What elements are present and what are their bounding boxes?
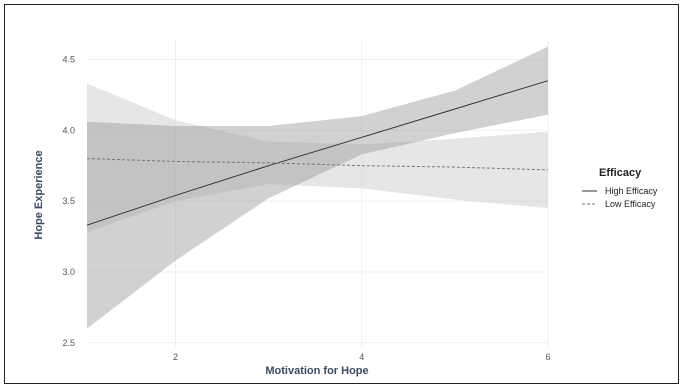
confidence-band-high-efficacy bbox=[87, 46, 548, 329]
y-tick-label: 3.5 bbox=[62, 196, 75, 206]
legend: Efficacy High Efficacy Low Efficacy bbox=[582, 167, 658, 209]
y-tick-label: 3.0 bbox=[62, 267, 75, 277]
x-tick-label: 2 bbox=[173, 352, 178, 362]
legend-label-high-efficacy: High Efficacy bbox=[605, 186, 658, 196]
legend-title: Efficacy bbox=[599, 167, 642, 179]
confidence-bands bbox=[87, 46, 548, 329]
y-tick-label: 4.5 bbox=[62, 54, 75, 64]
x-tick-label: 6 bbox=[545, 352, 550, 362]
x-tick-label: 4 bbox=[359, 352, 364, 362]
x-axis-ticks: 2 4 6 bbox=[173, 352, 551, 362]
x-axis-label: Motivation for Hope bbox=[265, 365, 368, 377]
y-tick-label: 4.0 bbox=[62, 125, 75, 135]
confidence-band-low-efficacy bbox=[87, 83, 548, 233]
legend-label-low-efficacy: Low Efficacy bbox=[605, 199, 656, 209]
series-line-high-efficacy bbox=[86, 80, 549, 226]
grid bbox=[87, 41, 549, 347]
y-axis-ticks: 2.5 3.0 3.5 4.0 4.5 bbox=[62, 54, 75, 347]
series-lines bbox=[86, 80, 549, 226]
y-tick-label: 2.5 bbox=[62, 338, 75, 348]
y-axis-label: Hope Experience bbox=[33, 150, 45, 239]
